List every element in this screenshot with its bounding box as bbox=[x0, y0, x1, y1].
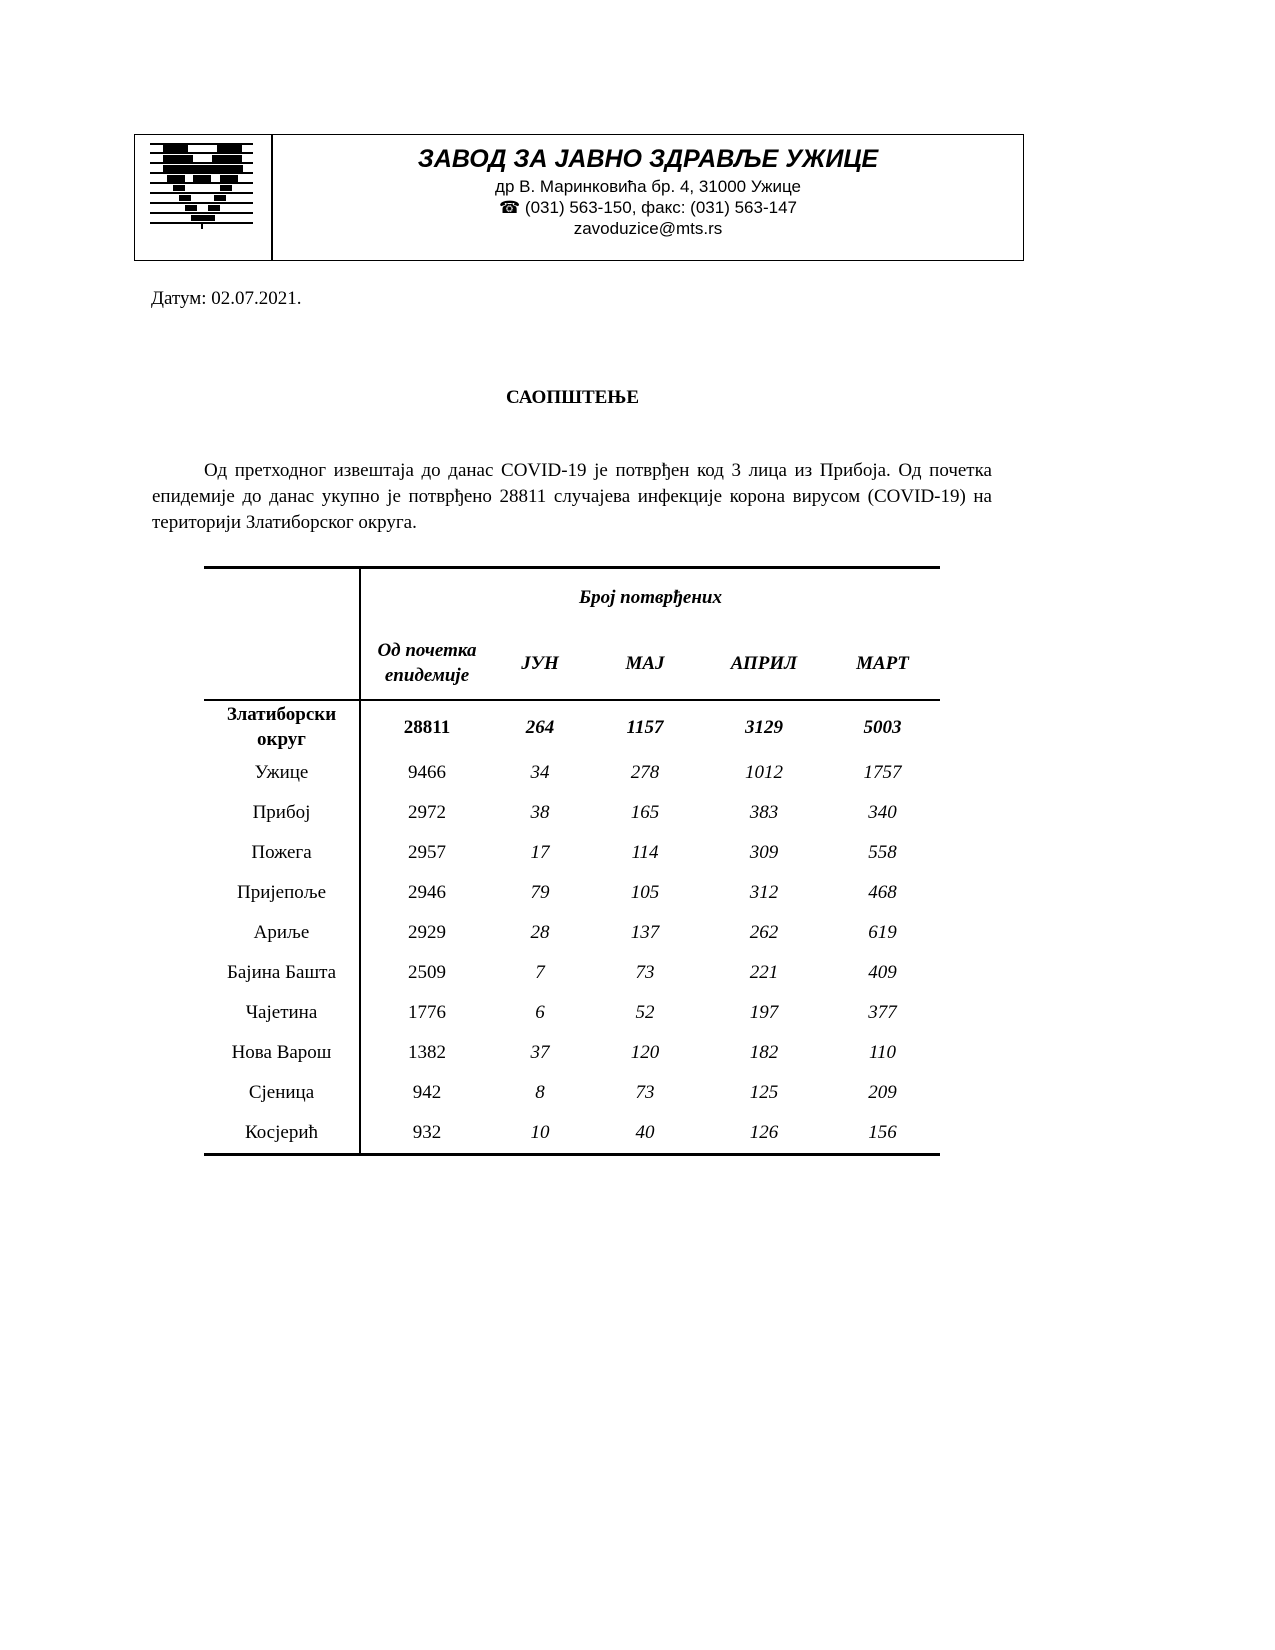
table-cell: 2929 bbox=[408, 922, 446, 943]
table-cell: 137 bbox=[630, 922, 660, 943]
table-cell: 9466 bbox=[408, 762, 446, 783]
table-cell: 125 bbox=[749, 1082, 779, 1103]
table-cell: 209 bbox=[868, 1082, 897, 1103]
col-header: МАЈ bbox=[587, 627, 703, 701]
table-cell: 1012 bbox=[745, 762, 783, 783]
table-row: Прибој 2972 38 165 383 340 bbox=[204, 793, 940, 833]
municipality-name: Ужице bbox=[204, 753, 361, 793]
table-cell: 126 bbox=[703, 1113, 825, 1156]
table-cell: 2957 bbox=[408, 842, 446, 863]
table-cell: 110 bbox=[868, 1042, 897, 1063]
table-cell: 105 bbox=[630, 882, 660, 903]
table-cell: 28 bbox=[530, 922, 550, 943]
table-cell: 52 bbox=[635, 1002, 655, 1023]
table-cell: 1776 bbox=[408, 1002, 446, 1023]
municipality-name: Сјеница bbox=[204, 1073, 361, 1113]
cases-table: Број потврђених Од почетка епидемије ЈУН… bbox=[204, 566, 940, 1156]
table-cell: 942 bbox=[412, 1082, 442, 1103]
table-cell: 468 bbox=[868, 882, 897, 903]
table-cell: 7 bbox=[535, 962, 545, 983]
table-cell: 38 bbox=[530, 802, 550, 823]
municipality-name: Златиборски округ bbox=[204, 700, 361, 753]
table-cell: 309 bbox=[749, 842, 779, 863]
table-cell: 2509 bbox=[408, 962, 446, 983]
table-row: Чајетина 1776 6 52 197 377 bbox=[204, 993, 940, 1033]
table-cell: 558 bbox=[868, 842, 897, 863]
table-cell: 221 bbox=[749, 962, 779, 983]
table-cell: 1382 bbox=[408, 1042, 446, 1063]
address: др В. Маринковића бр. 4, 31000 Ужице bbox=[495, 177, 801, 196]
table-row: Бајина Башта 2509 7 73 221 409 bbox=[204, 953, 940, 993]
announcement-text: Од претходног извештаја до данас COVID-1… bbox=[152, 460, 992, 533]
letterhead: ЗАВОД ЗА ЈАВНО ЗДРАВЉЕ УЖИЦЕ др В. Марин… bbox=[134, 134, 1024, 261]
table-cell: 40 bbox=[587, 1113, 703, 1156]
table-row: Ужице 9466 34 278 1012 1757 bbox=[204, 753, 940, 793]
table-cell: 10 bbox=[493, 1113, 587, 1156]
table-cell: 2972 bbox=[408, 802, 446, 823]
municipality-name: Пријепоље bbox=[204, 873, 361, 913]
table-cell: 156 bbox=[825, 1113, 940, 1156]
table-row: Ариље 2929 28 137 262 619 bbox=[204, 913, 940, 953]
organization-name: ЗАВОД ЗА ЈАВНО ЗДРАВЉЕ УЖИЦЕ bbox=[417, 145, 879, 173]
table-cell: 5003 bbox=[863, 716, 902, 738]
table-row: Пожега 2957 17 114 309 558 bbox=[204, 833, 940, 873]
total-row: Златиборски округ 28811 264 1157 3129 5003 bbox=[204, 700, 940, 753]
table-cell: 409 bbox=[868, 962, 897, 983]
document-date: Датум: 02.07.2021. bbox=[151, 288, 302, 309]
municipality-name: Ариље bbox=[204, 913, 361, 953]
municipality-name: Прибој bbox=[204, 793, 361, 833]
table-cell: 1757 bbox=[863, 762, 902, 783]
municipality-name: Косјерић bbox=[204, 1113, 361, 1156]
table-cell: 377 bbox=[868, 1002, 897, 1023]
phone-fax: ☎ (031) 563-150, факс: (031) 563-147 bbox=[499, 198, 797, 217]
group-header: Број потврђених bbox=[360, 566, 940, 627]
municipality-name: Нова Варош bbox=[204, 1033, 361, 1073]
table-cell: 197 bbox=[749, 1002, 779, 1023]
table-cell: 165 bbox=[630, 802, 660, 823]
table-cell: 2946 bbox=[408, 882, 446, 903]
table-row: Косјерић 932 10 40 126 156 bbox=[204, 1113, 940, 1156]
table-row: Нова Варош 1382 37 120 182 110 bbox=[204, 1033, 940, 1073]
table-cell: 37 bbox=[530, 1042, 550, 1063]
municipality-name: Чајетина bbox=[204, 993, 361, 1033]
table-cell: 340 bbox=[868, 802, 897, 823]
email: zavoduzice@mts.rs bbox=[573, 219, 723, 238]
col-header: ЈУН bbox=[493, 627, 587, 701]
striped-heart-logo-icon bbox=[135, 135, 273, 260]
col-header: Од почетка епидемије bbox=[360, 627, 493, 701]
table-row: Пријепоље 2946 79 105 312 468 bbox=[204, 873, 940, 913]
table-cell: 73 bbox=[635, 1082, 655, 1103]
table-cell: 182 bbox=[749, 1042, 779, 1063]
table-cell: 120 bbox=[630, 1042, 660, 1063]
table-cell: 28811 bbox=[403, 716, 451, 738]
table-cell: 264 bbox=[525, 716, 555, 738]
col-header: АПРИЛ bbox=[703, 627, 825, 701]
table-row: Сјеница 942 8 73 125 209 bbox=[204, 1073, 940, 1113]
table-cell: 932 bbox=[360, 1113, 493, 1156]
table-cell: 383 bbox=[749, 802, 779, 823]
col-header: МАРТ bbox=[825, 627, 940, 701]
municipality-name: Бајина Башта bbox=[204, 953, 361, 993]
table-cell: 619 bbox=[868, 922, 897, 943]
table-cell: 3129 bbox=[745, 716, 783, 738]
table-cell: 6 bbox=[535, 1002, 545, 1023]
table-cell: 34 bbox=[530, 762, 550, 783]
table-cell: 262 bbox=[749, 922, 779, 943]
table-cell: 1157 bbox=[626, 716, 664, 738]
municipality-name: Пожега bbox=[204, 833, 361, 873]
table-cell: 114 bbox=[631, 842, 659, 863]
table-cell: 312 bbox=[749, 882, 779, 903]
table-cell: 8 bbox=[535, 1082, 545, 1103]
document-title: САОПШТЕЊЕ bbox=[505, 387, 640, 408]
table-cell: 278 bbox=[630, 762, 660, 783]
table-cell: 79 bbox=[530, 882, 550, 903]
table-cell: 17 bbox=[530, 842, 550, 863]
table-cell: 73 bbox=[635, 962, 655, 983]
